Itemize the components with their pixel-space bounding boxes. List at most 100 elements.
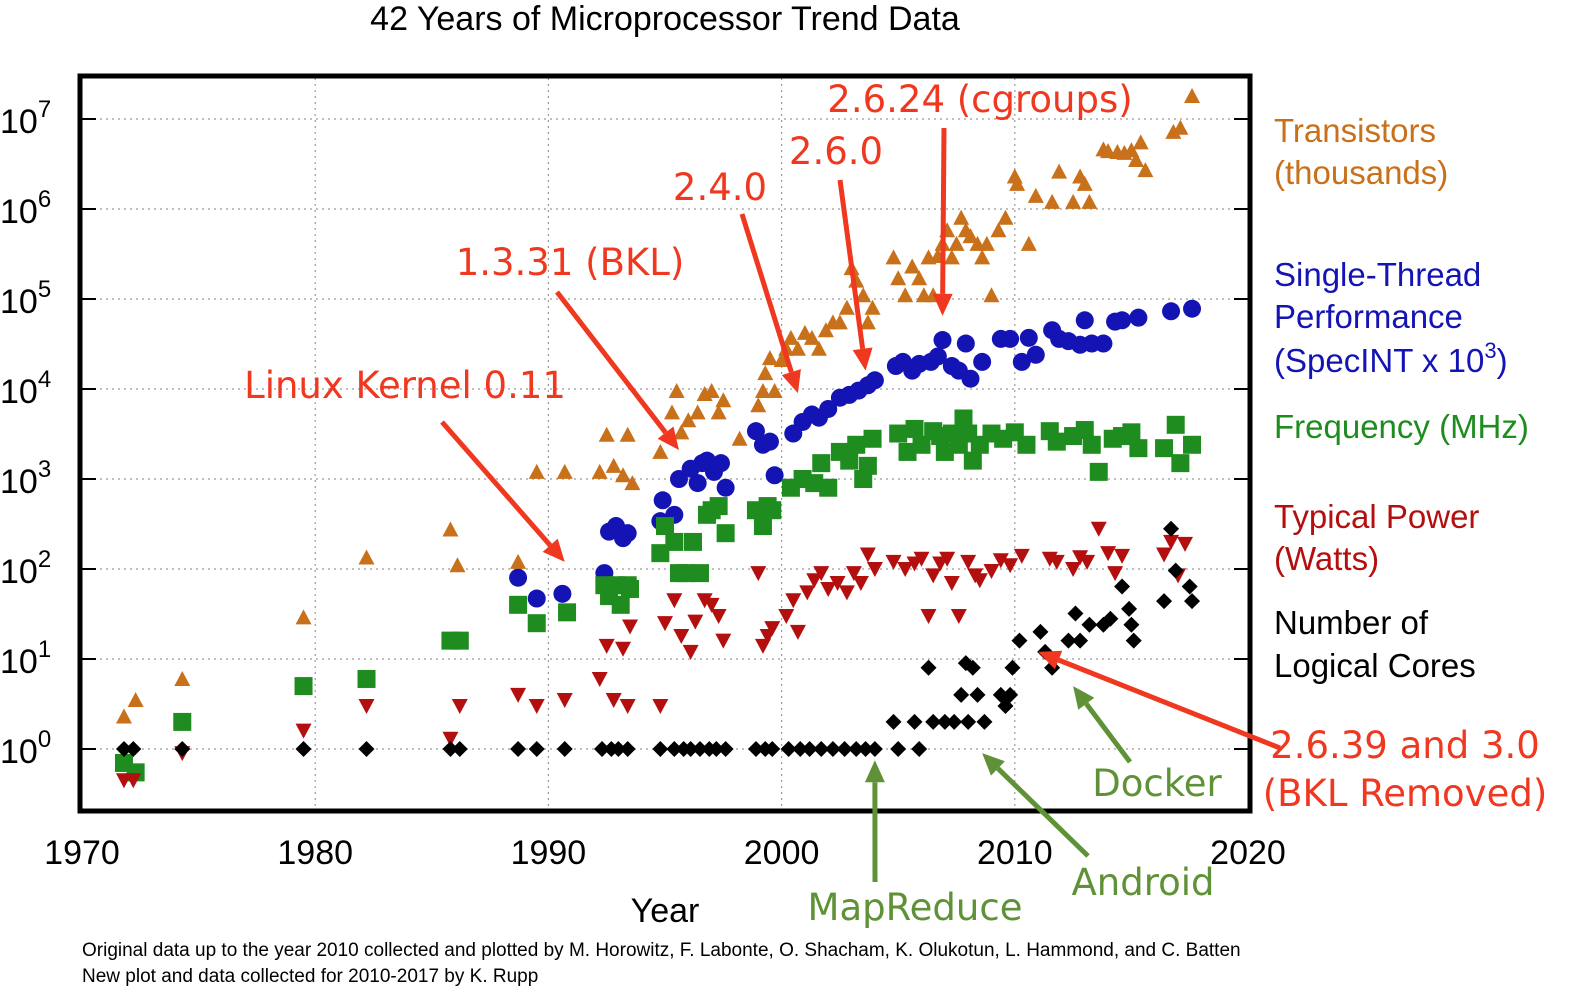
x-tick-label: 1980: [277, 834, 353, 872]
data-point: [858, 456, 877, 475]
data-point: [961, 369, 980, 388]
data-point: [1114, 578, 1131, 595]
data-point: [897, 562, 914, 577]
data-point: [1002, 686, 1019, 703]
data-point: [1100, 546, 1117, 562]
data-point: [1017, 435, 1036, 454]
legend-text: Performance: [1274, 298, 1463, 335]
data-point: [906, 713, 923, 730]
legend-text: (Watts): [1274, 540, 1379, 577]
x-axis-ticks: 1970 1980 1990 2000 2010 2020: [44, 834, 1286, 872]
data-point: [666, 593, 683, 609]
data-point: [817, 322, 834, 338]
y-tick-label: 102: [0, 546, 51, 591]
chart-title: 42 Years of Microprocessor Trend Data: [370, 0, 960, 38]
data-point: [1075, 311, 1094, 330]
data-point: [717, 741, 734, 757]
data-point: [696, 593, 713, 609]
annotation-label: Linux Kernel 0.11: [244, 364, 566, 407]
data-point: [765, 466, 784, 485]
data-point: [682, 741, 699, 757]
data-point: [509, 595, 528, 614]
data-point: [857, 741, 874, 757]
data-point: [764, 741, 781, 757]
data-point: [709, 497, 728, 516]
data-point: [829, 575, 846, 591]
x-tick-label: 1990: [511, 834, 587, 872]
data-point: [558, 603, 577, 622]
data-point: [127, 692, 144, 708]
data-point: [845, 566, 862, 582]
data-point: [890, 270, 907, 286]
annotation: MapReduce: [808, 760, 1022, 929]
data-point: [1081, 193, 1098, 209]
legend-entry: Single-Thread Performance(SpecINT x 103): [1274, 256, 1508, 379]
legend-entry: Typical Power (Watts): [1274, 498, 1479, 577]
data-point: [605, 693, 622, 709]
plot-frame: [77, 73, 1253, 814]
data-point: [1132, 134, 1149, 150]
data-point: [913, 551, 930, 567]
data-point: [801, 741, 818, 757]
data-point: [969, 686, 986, 703]
data-point: [598, 638, 615, 654]
legend: Transistors (thousands) Single-Thread Perfo…: [1274, 112, 1529, 684]
data-point: [803, 329, 820, 345]
data-point: [789, 624, 806, 640]
data-point: [1032, 623, 1049, 640]
data-point: [747, 741, 764, 757]
data-point: [964, 659, 981, 676]
legend-text: Transistors: [1274, 112, 1436, 149]
data-point: [813, 566, 830, 582]
data-point: [761, 350, 778, 366]
annotation-arrow-line: [837, 179, 866, 350]
data-point: [676, 564, 695, 583]
data-point: [1060, 632, 1077, 649]
data-point: [819, 478, 838, 497]
data-point: [1184, 88, 1201, 104]
data-point: [1026, 345, 1045, 364]
data-point: [1121, 600, 1138, 617]
data-point: [716, 478, 735, 497]
data-point: [1172, 119, 1189, 135]
data-point: [885, 554, 902, 570]
data-point: [510, 687, 527, 703]
data-point: [295, 723, 312, 739]
data-point: [450, 631, 469, 650]
y-tick-label: 103: [0, 456, 51, 501]
data-point: [789, 340, 806, 356]
data-point: [657, 616, 673, 632]
data-point: [750, 397, 767, 413]
data-point: [805, 474, 824, 493]
data-point: [1166, 415, 1185, 434]
data-point: [1113, 311, 1132, 330]
data-point: [598, 426, 615, 442]
data-point: [527, 614, 546, 633]
data-point: [763, 501, 782, 520]
data-point: [710, 404, 727, 420]
annotation-label: 2.6.24 (cgroups): [827, 78, 1132, 121]
data-point: [1181, 578, 1198, 595]
data-point: [960, 554, 977, 570]
data-point: [852, 575, 869, 591]
data-point: [665, 532, 684, 551]
data-point: [673, 629, 690, 645]
data-point: [528, 699, 545, 715]
data-point: [528, 463, 545, 479]
annotation-arrow-line: [555, 290, 668, 435]
data-point: [621, 579, 640, 598]
annotation: Linux Kernel 0.11: [244, 364, 566, 562]
data-point: [943, 575, 960, 591]
data-point: [974, 249, 991, 265]
annotation-arrow-head: [932, 293, 953, 316]
annotation-label: Android: [1071, 861, 1214, 904]
data-point: [866, 741, 883, 757]
data-point: [866, 562, 883, 577]
y-tick-label: 105: [0, 276, 51, 321]
data-point: [683, 532, 702, 551]
data-point: [1013, 548, 1030, 564]
data-point: [652, 741, 669, 757]
data-point: [847, 435, 866, 454]
data-point: [753, 517, 772, 536]
